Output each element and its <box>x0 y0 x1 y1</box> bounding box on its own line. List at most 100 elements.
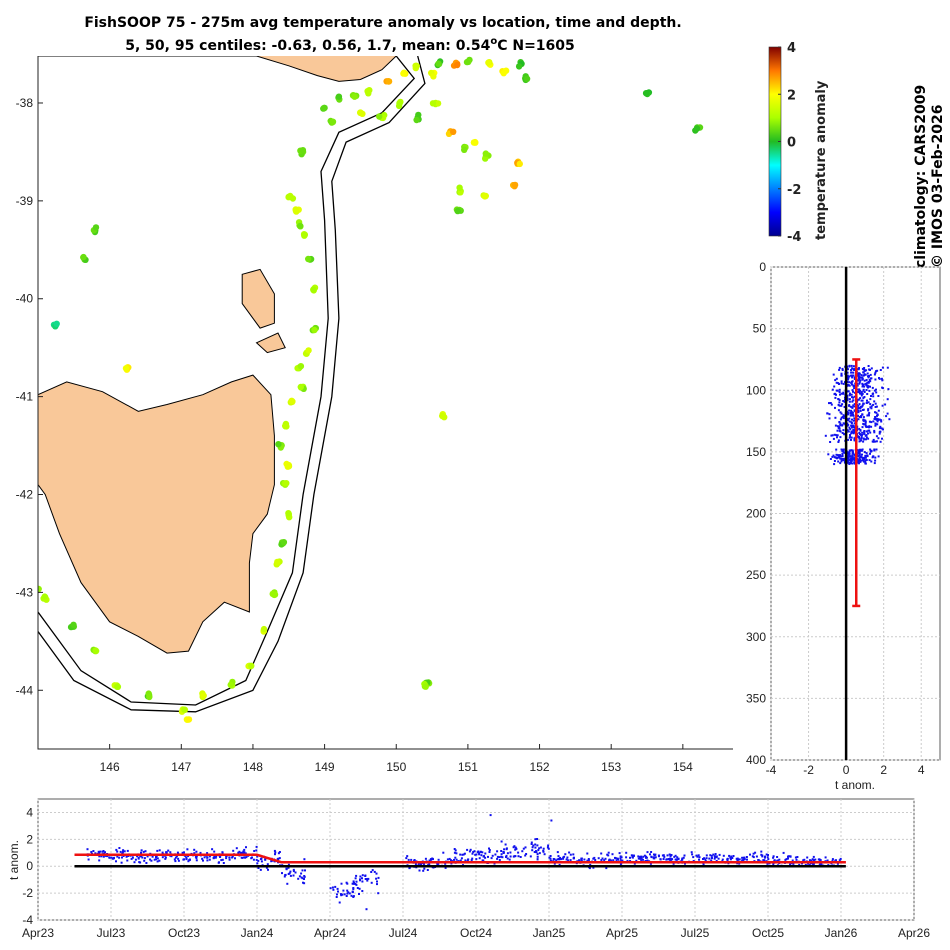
ts-point <box>303 858 306 861</box>
depth-point <box>841 424 844 427</box>
ts-point <box>514 848 517 851</box>
depth-point <box>868 411 871 414</box>
ts-point <box>274 853 276 856</box>
ts-point <box>819 863 822 866</box>
depth-point <box>851 454 854 457</box>
ts-xtick-label: Jul24 <box>389 926 418 940</box>
map-isobaths <box>38 56 426 713</box>
ts-point <box>304 869 306 872</box>
ts-point <box>118 856 121 859</box>
ts-point <box>213 850 216 853</box>
depth-point <box>858 454 861 457</box>
depth-point <box>878 377 881 380</box>
depth-point <box>843 422 845 425</box>
subtitle-units: C N=1605 <box>497 38 575 54</box>
ts-point <box>176 851 179 854</box>
depth-point <box>837 439 840 442</box>
depth-point <box>852 457 855 460</box>
ts-point <box>358 887 361 890</box>
ts-point <box>637 857 640 860</box>
map-point <box>485 59 492 66</box>
depth-point <box>853 376 856 379</box>
ts-point <box>517 851 520 854</box>
ts-point <box>419 863 422 865</box>
depth-point <box>861 399 864 402</box>
ts-point <box>772 855 775 858</box>
ts-point <box>536 858 539 861</box>
depth-point <box>848 381 851 384</box>
depth-point <box>872 438 875 441</box>
ts-point <box>143 859 146 862</box>
depth-point <box>862 419 865 422</box>
ts-point <box>201 857 204 860</box>
depth-point <box>880 427 883 430</box>
depth-point <box>866 414 869 417</box>
ts-point <box>343 893 346 896</box>
depth-point <box>880 420 883 423</box>
ts-point <box>789 863 791 866</box>
depth-point <box>873 462 876 465</box>
ts-point <box>188 858 191 861</box>
colorbar-label: temperature anomaly <box>814 80 829 240</box>
ts-point <box>615 859 618 862</box>
ts-point <box>133 861 136 864</box>
depth-point <box>864 373 867 376</box>
ts-mean-line <box>74 853 846 864</box>
ts-point <box>370 881 373 884</box>
ts-point <box>635 859 638 862</box>
ts-point <box>785 858 788 861</box>
depth-point <box>859 409 862 412</box>
depth-point <box>846 398 849 400</box>
ts-point <box>100 855 103 858</box>
ts-point <box>813 859 815 862</box>
ts-point <box>468 850 471 853</box>
depth-point <box>868 420 871 423</box>
depth-point <box>848 436 851 439</box>
ts-outlier <box>489 814 492 817</box>
depth-point <box>857 404 860 407</box>
ts-point <box>504 843 507 846</box>
ts-point <box>488 851 491 853</box>
depth-point <box>858 440 861 443</box>
ts-point <box>538 847 541 850</box>
depth-point <box>870 460 873 463</box>
depth-point <box>829 441 832 443</box>
depth-point <box>853 387 856 390</box>
depth-point <box>851 367 854 370</box>
depth-point <box>857 418 860 421</box>
ts-point <box>741 856 744 859</box>
depth-point <box>874 371 877 374</box>
map-xtick-label: 154 <box>673 760 693 774</box>
ts-point <box>600 859 603 861</box>
ts-point <box>512 846 515 849</box>
depth-point <box>867 381 870 384</box>
depth-point <box>860 437 863 440</box>
ts-point <box>530 841 533 844</box>
depth-point <box>841 450 844 452</box>
map-point <box>185 716 193 723</box>
ts-point <box>677 858 680 860</box>
ts-point <box>690 851 693 854</box>
ts-point <box>776 859 779 862</box>
ts-point <box>713 857 716 860</box>
depth-ytick-label: 250 <box>746 568 766 582</box>
ts-point <box>732 855 735 857</box>
depth-point <box>851 389 854 392</box>
ts-point <box>562 856 565 859</box>
ts-point <box>361 874 364 877</box>
ts-point <box>234 857 236 860</box>
ts-point <box>256 862 259 865</box>
depth-point <box>852 419 855 422</box>
depth-point <box>833 460 836 462</box>
map-point <box>280 539 288 546</box>
depth-point <box>869 403 872 406</box>
depth-point <box>840 392 843 395</box>
ts-point <box>754 851 757 854</box>
map-point <box>454 207 461 215</box>
depth-point <box>864 420 867 423</box>
depth-point <box>848 404 851 407</box>
map-point <box>481 192 488 200</box>
ts-point <box>146 855 149 858</box>
ts-point <box>508 858 511 861</box>
ts-point <box>791 859 794 862</box>
